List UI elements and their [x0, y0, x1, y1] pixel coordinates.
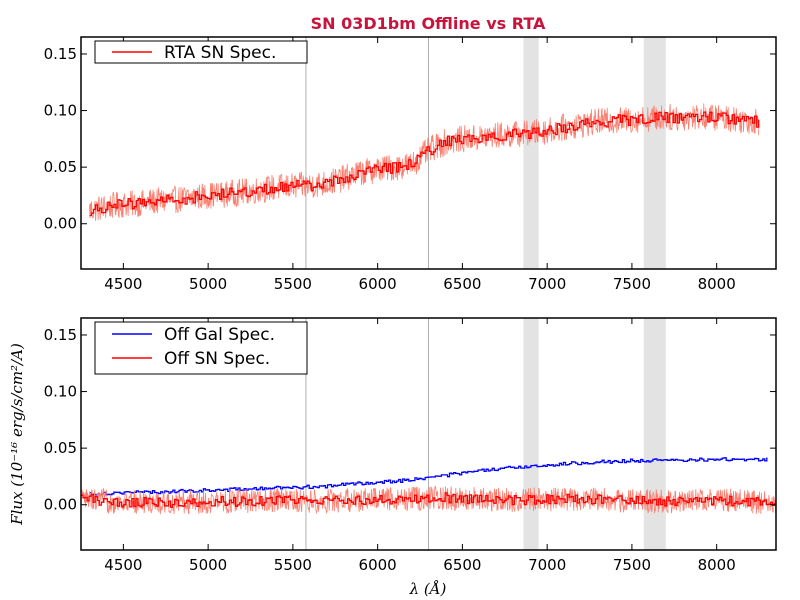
top-panel: SN 03D1bm Offline vs RTA 4500 5000 5500 600… [44, 14, 777, 293]
y-tick-label: 0.15 [44, 326, 77, 344]
bottom-panel: 4500 5000 5500 6000 6500 7000 7500 8000 0.00 0.05… [8, 317, 777, 598]
legend-label-rta-sn: RTA SN Spec. [164, 43, 276, 63]
y-tick-label: 0.05 [44, 439, 77, 457]
x-tick-label: 5500 [274, 275, 312, 293]
series-group [89, 103, 760, 221]
x-tick-label: 6500 [443, 275, 481, 293]
sky-lines [305, 318, 429, 550]
legend: Off Gal Spec. Off SN Spec. [94, 321, 308, 375]
chart-title: SN 03D1bm Offline vs RTA [311, 14, 546, 33]
x-tick-label: 6000 [359, 556, 397, 574]
y-tick-label: 0.05 [44, 158, 77, 176]
telluric-band-1 [643, 318, 666, 550]
telluric-band-0 [523, 318, 539, 550]
series-line-off-gal-spec- [89, 457, 768, 496]
y-tick-label: 0.00 [44, 215, 77, 233]
legend-label-off-sn: Off SN Spec. [164, 349, 270, 369]
x-tick-label: 5500 [274, 556, 312, 574]
plot-frame [80, 36, 777, 270]
x-tick-label: 4500 [104, 275, 142, 293]
x-tick-label: 5000 [189, 275, 227, 293]
x-tick-label: 6000 [359, 275, 397, 293]
telluric-band-1 [643, 37, 666, 269]
x-axis-label: λ (Å) [409, 580, 447, 598]
series-noise-off-sn-spec- [80, 485, 777, 515]
legend: RTA SN Spec. [94, 40, 308, 64]
telluric-bands [523, 318, 666, 550]
legend-box [94, 40, 308, 64]
legend-label-off-gal: Off Gal Spec. [164, 325, 275, 345]
x-tick-label: 8000 [698, 556, 736, 574]
x-tick-label: 7500 [613, 275, 651, 293]
legend-box [94, 321, 308, 375]
x-tick-label: 7000 [528, 556, 566, 574]
x-tick-label: 5000 [189, 556, 227, 574]
y-tick-label: 0.10 [44, 383, 77, 401]
x-tick-label: 7000 [528, 275, 566, 293]
x-tick-label: 4500 [104, 556, 142, 574]
plot-frame [80, 317, 777, 551]
y-tick-label: 0.10 [44, 102, 77, 120]
axis-ticks: 4500 5000 5500 6000 6500 7000 7500 8000 0.00 0.05… [44, 318, 776, 574]
x-tick-label: 8000 [698, 275, 736, 293]
x-tick-label: 7500 [613, 556, 651, 574]
telluric-band-0 [523, 37, 539, 269]
series-line-off-sn-spec- [81, 492, 776, 508]
series-line-rta-sn-spec- [89, 111, 760, 217]
y-axis-label: Flux (10⁻¹⁶ erg/s/cm²/A) [8, 343, 26, 526]
sky-lines [305, 37, 429, 269]
x-tick-label: 6500 [443, 556, 481, 574]
series-group [80, 457, 777, 515]
y-tick-label: 0.15 [44, 45, 77, 63]
telluric-bands [523, 37, 666, 269]
series-noise-rta-sn-spec- [89, 103, 760, 221]
axis-ticks: 4500 5000 5500 6000 6500 7000 7500 8000 0.00 0.05… [44, 37, 776, 293]
y-tick-label: 0.00 [44, 496, 77, 514]
